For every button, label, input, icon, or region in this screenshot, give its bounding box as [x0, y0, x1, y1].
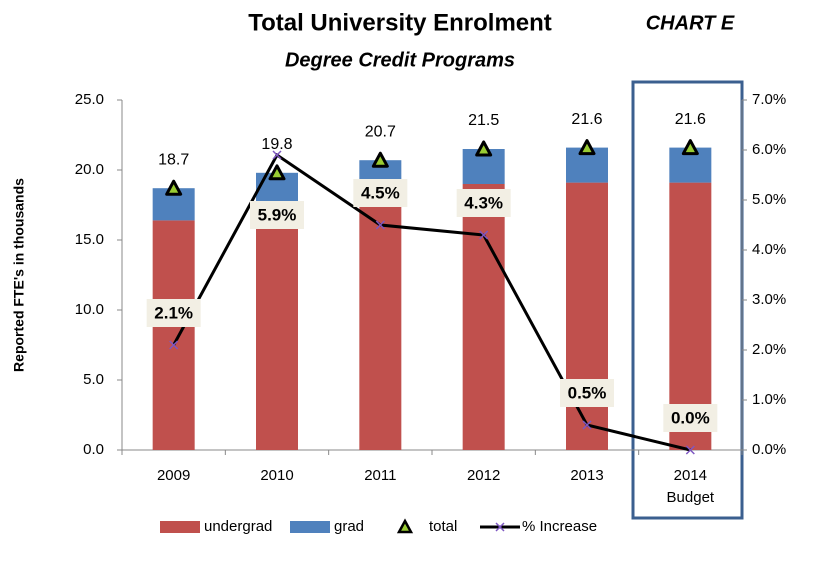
y-tick-label: 10.0 — [75, 301, 104, 318]
total-label: 21.6 — [571, 111, 602, 128]
bar-undergrad — [359, 206, 402, 450]
pct-label: 2.1% — [154, 303, 193, 322]
x-tick-label: 2011 — [364, 467, 396, 484]
legend-swatch — [160, 521, 200, 533]
legend-swatch — [396, 518, 414, 534]
bar-undergrad — [152, 220, 195, 450]
legend-swatch — [495, 522, 505, 532]
total-marker — [475, 140, 493, 157]
legend-swatch — [290, 521, 330, 533]
x-tick-label: 2012 — [467, 467, 500, 484]
x-tick-label: 2010 — [260, 467, 293, 484]
y-tick-label: 0.0 — [83, 441, 104, 458]
legend-label: total — [429, 518, 457, 535]
chart-annotation: CHART E — [646, 12, 735, 34]
line-marker — [272, 150, 282, 160]
chart-subtitle: Degree Credit Programs — [285, 49, 515, 71]
bar-undergrad — [462, 184, 505, 450]
y-tick-label: 20.0 — [75, 161, 104, 178]
total-label: 21.5 — [468, 112, 499, 129]
legend-label: undergrad — [204, 518, 272, 535]
marker-x — [479, 230, 489, 240]
total-marker — [578, 139, 596, 156]
total-label: 20.7 — [365, 123, 396, 140]
y2-tick-label: 4.0% — [752, 241, 786, 258]
x-tick-label: 2009 — [157, 467, 190, 484]
total-marker — [268, 164, 286, 181]
y2-tick-label: 3.0% — [752, 291, 786, 308]
y2-tick-label: 1.0% — [752, 391, 786, 408]
line-marker — [685, 445, 695, 455]
marker-x — [685, 445, 695, 455]
legend-label: grad — [334, 518, 364, 535]
y-tick-label: 25.0 — [75, 91, 104, 108]
y2-tick-label: 0.0% — [752, 441, 786, 458]
total-label: 21.6 — [675, 111, 706, 128]
y2-tick-label: 5.0% — [752, 191, 786, 208]
line-marker — [375, 220, 385, 230]
pct-label: 4.5% — [361, 183, 400, 202]
pct-label: 0.0% — [671, 408, 710, 427]
y2-tick-label: 7.0% — [752, 91, 786, 108]
pct-label-box — [146, 299, 201, 327]
line-increase — [172, 152, 691, 452]
pct-label: 0.5% — [568, 383, 607, 402]
chart-title: Total University Enrolment — [248, 9, 552, 36]
y2-tick-label: 2.0% — [752, 341, 786, 358]
total-label: 19.8 — [261, 136, 292, 153]
y-tick-label: 5.0 — [83, 371, 104, 388]
y-tick-label: 15.0 — [75, 231, 104, 248]
total-marker — [371, 151, 389, 168]
total-marker — [165, 179, 183, 196]
line-marker — [479, 230, 489, 240]
bar-undergrad — [566, 182, 608, 450]
bar-undergrad — [256, 207, 298, 450]
pct-label-box — [456, 189, 511, 217]
pct-label-box — [560, 379, 614, 407]
pct-label-box — [663, 404, 718, 432]
pct-label-box — [353, 179, 408, 207]
marker-x — [169, 340, 179, 350]
pct-label-box — [250, 201, 304, 229]
marker-x — [375, 220, 385, 230]
marker-x — [272, 150, 282, 160]
total-label: 18.7 — [158, 151, 189, 168]
pct-label: 4.3% — [464, 193, 503, 212]
line-marker — [582, 420, 592, 430]
legend-label: % Increase — [522, 518, 597, 535]
line-marker — [169, 340, 179, 350]
pct-label: 5.9% — [258, 205, 297, 224]
y-axis-label: Reported FTE's in thousands — [11, 178, 27, 372]
total-marker — [681, 139, 699, 156]
x-tick-label: 2014 Budget — [667, 467, 715, 506]
x-tick-label: 2013 — [570, 467, 603, 484]
marker-x — [582, 420, 592, 430]
y2-tick-label: 6.0% — [752, 141, 786, 158]
